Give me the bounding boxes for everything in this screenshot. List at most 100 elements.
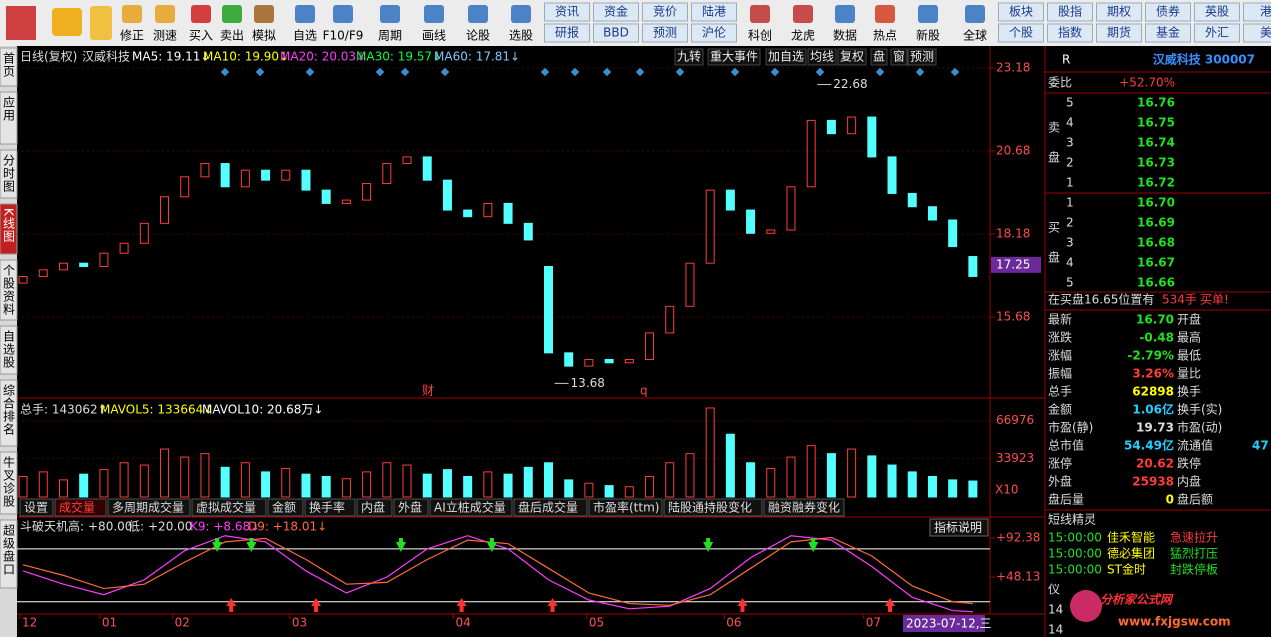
indicator-tab[interactable]: 换手率 bbox=[309, 500, 345, 515]
back-button[interactable] bbox=[52, 8, 82, 36]
refresh-button[interactable] bbox=[90, 6, 112, 40]
toolbar-tab[interactable]: 沪伦 bbox=[702, 25, 726, 40]
toolbar-button[interactable]: 龙虎 bbox=[791, 29, 815, 43]
toolbar-button[interactable]: 修正 bbox=[120, 28, 144, 43]
indicator-tab-bg[interactable] bbox=[54, 498, 107, 517]
indicator-tab[interactable]: 内盘 bbox=[361, 500, 385, 515]
toolbar-tab-bg bbox=[544, 23, 590, 43]
toolbar-button[interactable]: 选股 bbox=[509, 29, 533, 43]
side-tab[interactable]: 牛叉诊股 bbox=[2, 455, 16, 508]
chart-button-bg[interactable] bbox=[907, 48, 937, 66]
toolbar-tab[interactable]: 外汇 bbox=[1205, 26, 1229, 40]
toolbar-tab[interactable]: BBD bbox=[603, 26, 629, 40]
indicator-tab-bg[interactable] bbox=[513, 498, 588, 517]
toolbar-button[interactable]: 卖出 bbox=[220, 29, 244, 43]
toolbar-tab[interactable]: 期权 bbox=[1107, 5, 1131, 19]
alert-stock[interactable]: ST金时 bbox=[1107, 562, 1146, 577]
side-tab[interactable]: 超级盘口 bbox=[2, 523, 16, 576]
toolbar-tab[interactable]: 板块 bbox=[1009, 5, 1033, 19]
indicator-tab-bg[interactable] bbox=[663, 498, 763, 517]
toolbar-button[interactable]: 周期 bbox=[378, 29, 402, 43]
chart-button[interactable]: 九转 bbox=[677, 49, 701, 64]
chart-button-bg[interactable] bbox=[765, 48, 807, 66]
chart-button[interactable]: 重大事件 bbox=[710, 50, 758, 64]
toolbar-button[interactable]: 自选 bbox=[293, 29, 317, 43]
indicator-tab-bg[interactable] bbox=[19, 498, 54, 517]
toolbar-tab[interactable]: 英股 bbox=[1205, 5, 1229, 19]
toolbar-tab[interactable]: 基金 bbox=[1156, 25, 1180, 40]
toolbar-button[interactable]: 数据 bbox=[833, 28, 857, 43]
chart-button-bg[interactable] bbox=[807, 48, 837, 66]
chart-button[interactable]: 窗 bbox=[893, 50, 905, 64]
toolbar-button[interactable]: F10/F9 bbox=[323, 29, 364, 43]
side-tab[interactable]: 首页 bbox=[2, 52, 16, 78]
toolbar-tab[interactable]: 股指 bbox=[1058, 4, 1082, 19]
side-tab[interactable]: 应用 bbox=[2, 95, 16, 122]
chart-button[interactable]: 加自选 bbox=[768, 50, 804, 64]
toolbar-button[interactable]: 新股 bbox=[916, 28, 940, 43]
chart-button[interactable]: 复权 bbox=[840, 50, 864, 64]
indicator-tab[interactable]: 外盘 bbox=[398, 500, 422, 515]
toolbar-tab[interactable]: 债券 bbox=[1156, 4, 1180, 19]
alert-stock[interactable]: 佳禾智能 bbox=[1107, 530, 1155, 545]
indicator-tab-bg[interactable] bbox=[304, 498, 356, 517]
indicator-tab[interactable]: 金额 bbox=[272, 500, 296, 515]
indicator-tab-bg[interactable] bbox=[267, 498, 304, 517]
chart-button-bg[interactable] bbox=[870, 48, 888, 66]
toolbar-tab[interactable]: 陆港 bbox=[702, 4, 726, 19]
chart-button-bg[interactable] bbox=[837, 48, 867, 66]
indicator-tab-bg[interactable] bbox=[191, 498, 267, 517]
x-tick-label: 01 bbox=[102, 616, 117, 630]
indicator-help-bg[interactable] bbox=[929, 518, 989, 537]
toolbar-button[interactable]: 买入 bbox=[189, 29, 213, 43]
volume-bar bbox=[99, 469, 109, 498]
chart-button[interactable]: 均线 bbox=[810, 50, 834, 64]
indicator-tab[interactable]: 陆股通持股变化 bbox=[668, 500, 752, 515]
indicator-tab-bg[interactable] bbox=[429, 498, 513, 517]
toolbar-tab[interactable]: 美 bbox=[1260, 26, 1271, 40]
toolbar-tab[interactable]: 预测 bbox=[653, 26, 677, 40]
chart-button[interactable]: 预测 bbox=[910, 50, 934, 64]
sell-signal bbox=[246, 538, 257, 552]
toolbar-button[interactable]: 测速 bbox=[153, 29, 177, 43]
indicator-tab[interactable]: 多周期成交量 bbox=[112, 500, 184, 515]
toolbar-tab-bg bbox=[593, 23, 639, 43]
chart-button[interactable]: 盘 bbox=[873, 49, 885, 64]
side-tab[interactable]: 分时图 bbox=[2, 154, 16, 193]
side-tab[interactable]: 综合排名 bbox=[2, 384, 16, 436]
toolbar-tab[interactable]: 期货 bbox=[1107, 25, 1131, 40]
alert-stock[interactable]: 德必集团 bbox=[1107, 546, 1155, 561]
toolbar-button[interactable]: 论股 bbox=[466, 29, 490, 43]
indicator-tab[interactable]: 成交量 bbox=[59, 500, 95, 515]
indicator-tab-bg[interactable] bbox=[356, 498, 393, 517]
indicator-tab-bg[interactable] bbox=[763, 498, 845, 517]
toolbar-button[interactable]: 模拟 bbox=[252, 29, 276, 43]
indicator-tab[interactable]: 设置 bbox=[24, 501, 48, 515]
toolbar-button[interactable]: 画线 bbox=[422, 29, 446, 43]
toolbar-button[interactable]: 全球 bbox=[963, 28, 987, 43]
toolbar-tab[interactable]: 指数 bbox=[1058, 25, 1082, 40]
toolbar-tab[interactable]: 资讯 bbox=[555, 5, 579, 19]
toolbar-tab[interactable]: 资金 bbox=[604, 4, 628, 19]
toolbar-button[interactable]: 热点 bbox=[873, 29, 897, 43]
side-tab[interactable]: K线图 bbox=[2, 208, 16, 243]
indicator-help[interactable]: 指标说明 bbox=[934, 520, 982, 535]
indicator-tab[interactable]: 虚拟成交量 bbox=[196, 500, 256, 515]
indicator-tab-bg[interactable] bbox=[393, 498, 429, 517]
indicator-tab[interactable]: AI立桩成交量 bbox=[434, 500, 506, 515]
indicator-tab-bg[interactable] bbox=[588, 498, 663, 517]
toolbar-tab[interactable]: 竞价 bbox=[653, 5, 677, 19]
indicator-tab[interactable]: 市盈率(ttm) bbox=[593, 500, 659, 515]
chart-button-bg[interactable] bbox=[674, 48, 704, 66]
toolbar-tab[interactable]: 研报 bbox=[555, 25, 579, 40]
side-tab[interactable]: 个股资料 bbox=[2, 264, 16, 316]
indicator-tab[interactable]: 融资融券变化 bbox=[768, 500, 840, 515]
indicator-tab[interactable]: 盘后成交量 bbox=[518, 500, 578, 515]
toolbar-button[interactable]: 科创 bbox=[748, 29, 772, 43]
toolbar-tab[interactable]: 个股 bbox=[1009, 26, 1033, 40]
side-tab[interactable]: 自选股 bbox=[2, 330, 16, 369]
indicator-tab-bg[interactable] bbox=[107, 498, 191, 517]
toolbar-tab[interactable]: 港 bbox=[1260, 5, 1271, 19]
chart-button-bg[interactable] bbox=[707, 48, 761, 66]
chart-button-bg[interactable] bbox=[890, 48, 908, 66]
